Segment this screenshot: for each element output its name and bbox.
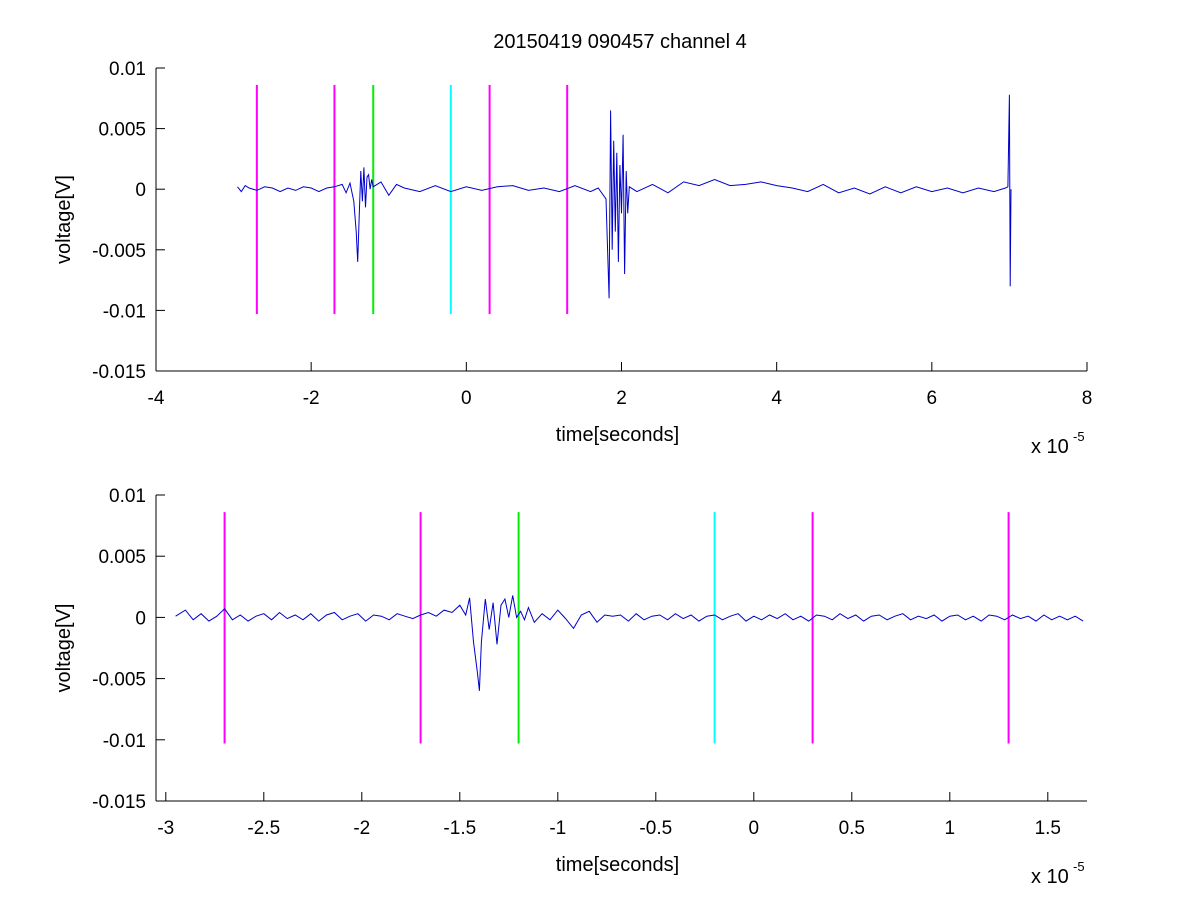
x-tick-label: -2.5 (247, 818, 280, 839)
x-tick-label: -0.5 (639, 818, 672, 839)
x-tick-label: 1 (945, 818, 956, 839)
y-tick-label: 0 (135, 180, 146, 201)
y-tick-label: -0.01 (103, 731, 146, 752)
y-tick-label: -0.015 (92, 362, 146, 383)
y-tick-label: -0.01 (103, 301, 146, 322)
x-tick-label: 0.5 (839, 818, 865, 839)
x-tick-label: -2 (353, 818, 370, 839)
x-tick-label: -4 (148, 388, 165, 409)
x-exponent-power: -5 (1073, 429, 1085, 444)
y-tick-label: 0.005 (98, 120, 146, 141)
y-axis-label: voltage[V] (53, 604, 75, 693)
y-tick-label: -0.015 (92, 792, 146, 813)
y-tick-label: 0 (135, 608, 146, 629)
x-tick-label: 0 (749, 818, 760, 839)
x-tick-label: 2 (616, 388, 627, 409)
y-tick-label: 0.01 (109, 486, 146, 507)
x-tick-label: 0 (461, 388, 472, 409)
zoomed-plot: -0.015 -0.01 -0.005 0 0.005 0.01 -3 -2.5 -2 -1.5 -… (53, 486, 1087, 888)
y-tick-label: -0.005 (92, 241, 146, 262)
x-tick-label: -2 (303, 388, 320, 409)
signal-series-line (175, 595, 1084, 691)
x-exponent-base: x 10 (1031, 866, 1069, 888)
x-tick-label: -1 (549, 818, 566, 839)
x-tick-label: -3 (157, 818, 174, 839)
signal-series-line (237, 94, 1012, 299)
x-tick-label: 4 (771, 388, 782, 409)
figure-title: 20150419 090457 channel 4 (493, 31, 747, 53)
y-tick-label: -0.005 (92, 670, 146, 691)
x-axis-label: time[seconds] (556, 424, 679, 446)
y-tick-label: 0.005 (98, 547, 146, 568)
y-tick-label: 0.01 (109, 59, 146, 80)
x-tick-label: 1.5 (1035, 818, 1061, 839)
x-exponent-base: x 10 (1031, 436, 1069, 458)
overview-plot: -0.015 -0.01 -0.005 0 0.005 0.01 -4 -2 0 2 4 6 8 x 10… (53, 59, 1092, 458)
x-tick-label: 6 (927, 388, 938, 409)
x-axis-label: time[seconds] (556, 854, 679, 876)
x-tick-label: -1.5 (443, 818, 476, 839)
x-exponent-power: -5 (1073, 859, 1085, 874)
y-axis-label: voltage[V] (53, 175, 75, 264)
x-tick-label: 8 (1082, 388, 1093, 409)
